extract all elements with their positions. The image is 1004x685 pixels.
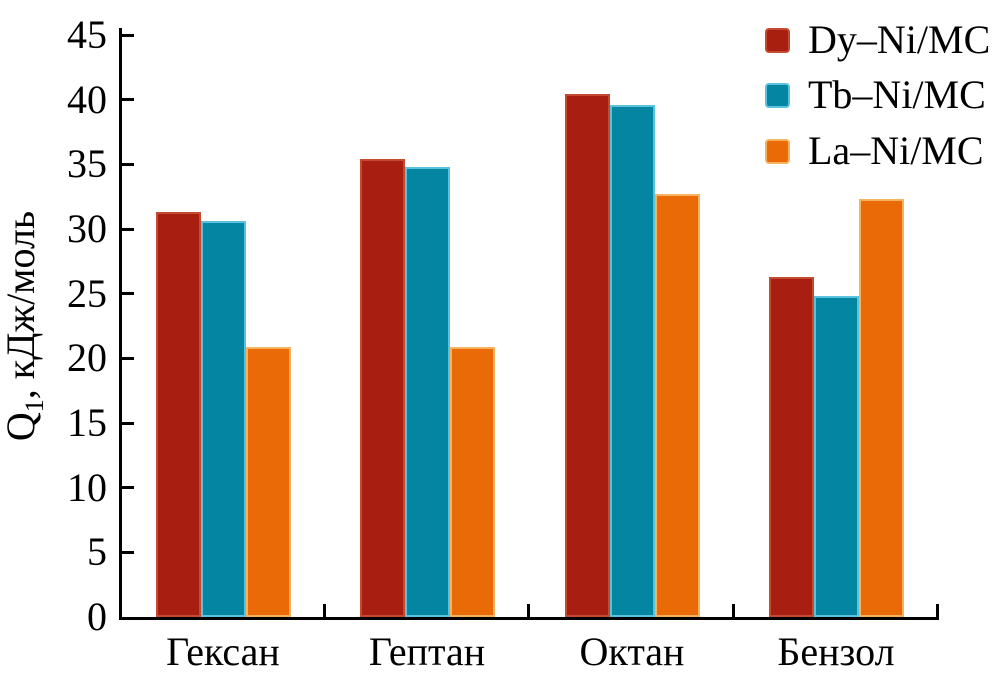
bar: [564, 94, 610, 617]
y-tick-label: 10: [67, 464, 107, 510]
x-tick-label-geptan: Гептан: [368, 629, 486, 674]
legend-label: Dy–Ni/MC: [808, 17, 991, 62]
bar: [360, 159, 406, 617]
y-tick-mark: [122, 292, 134, 296]
x-tick-mark: [936, 604, 939, 617]
bar: [859, 199, 905, 617]
x-tick-mark: [322, 604, 326, 617]
y-tick-label: 25: [67, 270, 107, 316]
bar: [405, 166, 451, 617]
y-tick-label: 5: [87, 529, 107, 575]
legend-item: Dy–Ni/MC: [765, 17, 990, 63]
legend-label: La–Ni/MC: [808, 128, 984, 173]
x-tick-label-oktan: Октан: [579, 629, 685, 674]
y-tick-mark: [122, 227, 134, 231]
x-axis-line: [119, 617, 939, 620]
bar: [245, 346, 291, 617]
x-tick-mark: [527, 604, 530, 617]
legend-swatch-tb-ni: [765, 82, 790, 108]
bar: [450, 346, 496, 617]
bar: [769, 276, 815, 617]
bar: [155, 212, 201, 617]
legend-item: Tb–Ni/MC: [765, 72, 986, 118]
bar: [814, 296, 860, 617]
x-tick-label-benzol: Бензол: [777, 629, 895, 674]
bar: [609, 104, 655, 617]
y-tick-mark: [122, 486, 134, 490]
y-tick-mark: [122, 550, 134, 554]
y-tick-mark: [122, 162, 134, 166]
legend-item: La–Ni/MC: [765, 128, 984, 174]
y-tick-label: 45: [67, 12, 107, 57]
bar: [654, 194, 700, 617]
legend-label: Tb–Ni/MC: [808, 72, 986, 117]
y-axis-line: [119, 28, 122, 620]
y-tick-label: 40: [67, 76, 107, 122]
y-tick-label: 20: [67, 335, 107, 381]
bar: [200, 221, 246, 617]
y-tick-label: 35: [67, 141, 107, 187]
x-tick-mark: [731, 604, 735, 617]
y-tick-mark: [122, 421, 134, 425]
legend-swatch-la-ni: [765, 138, 790, 164]
y-tick-mark: [122, 98, 134, 102]
y-tick-label: 0: [87, 594, 107, 639]
x-tick-label-geksan: Гексан: [166, 629, 280, 674]
legend-swatch-dy-ni: [765, 27, 790, 53]
y-tick-label: 30: [67, 206, 107, 251]
y-tick-mark: [122, 356, 134, 360]
y-tick-label: 15: [67, 400, 107, 445]
y-tick-mark: [122, 33, 134, 37]
